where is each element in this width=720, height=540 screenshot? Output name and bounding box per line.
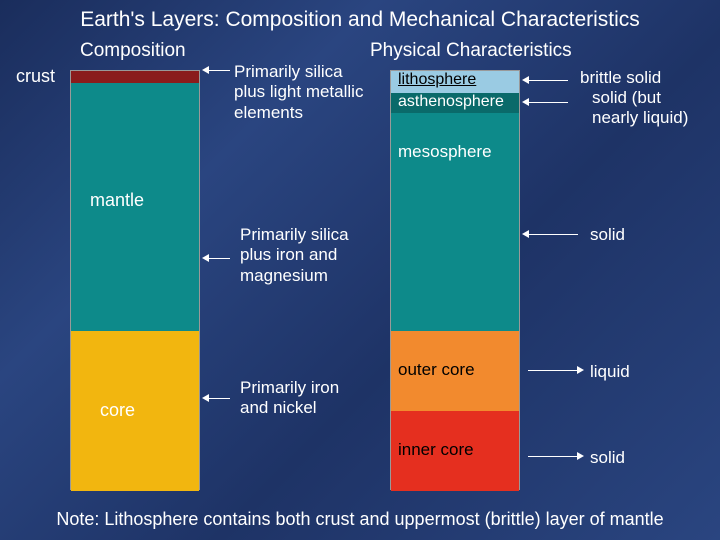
arrow-lithosphere bbox=[528, 80, 568, 81]
composition-header: Composition bbox=[80, 40, 186, 62]
arrow-asthenosphere bbox=[528, 102, 568, 103]
phys-label-outer-core: outer core bbox=[398, 360, 518, 380]
arrow-outer-core bbox=[528, 370, 578, 371]
footer-note: Note: Lithosphere contains both crust an… bbox=[0, 509, 720, 530]
phys-label-lithosphere: lithosphere bbox=[398, 71, 518, 89]
arrow-mesosphere bbox=[528, 234, 578, 235]
arrow-inner-core bbox=[528, 456, 578, 457]
outer-core-desc: liquid bbox=[590, 362, 690, 382]
page-title: Earth's Layers: Composition and Mechanic… bbox=[0, 8, 720, 32]
arrow-core bbox=[208, 398, 230, 399]
core-desc: Primarily iron and nickel bbox=[240, 378, 360, 419]
mantle-label: mantle bbox=[90, 190, 144, 211]
crust-label: crust bbox=[16, 66, 55, 87]
asthenosphere-desc: solid (but nearly liquid) bbox=[592, 88, 702, 129]
phys-label-inner-core: inner core bbox=[398, 440, 518, 460]
mantle-desc: Primarily silica plus iron and magnesium bbox=[240, 225, 360, 286]
arrow-mantle bbox=[208, 258, 230, 259]
phys-label-asthenosphere: asthenosphere bbox=[398, 93, 518, 111]
mesosphere-desc: solid bbox=[590, 225, 690, 245]
physical-header: Physical Characteristics bbox=[370, 40, 572, 62]
phys-label-mesosphere: mesosphere bbox=[398, 142, 518, 162]
inner-core-desc: solid bbox=[590, 448, 690, 468]
comp-seg-crust bbox=[71, 71, 199, 83]
physical-stack bbox=[390, 70, 520, 490]
composition-stack bbox=[70, 70, 200, 490]
lithosphere-desc: brittle solid bbox=[580, 68, 700, 88]
crust-desc: Primarily silica plus light metallic ele… bbox=[234, 62, 374, 123]
core-label: core bbox=[100, 400, 135, 421]
arrow-crust bbox=[208, 70, 230, 71]
